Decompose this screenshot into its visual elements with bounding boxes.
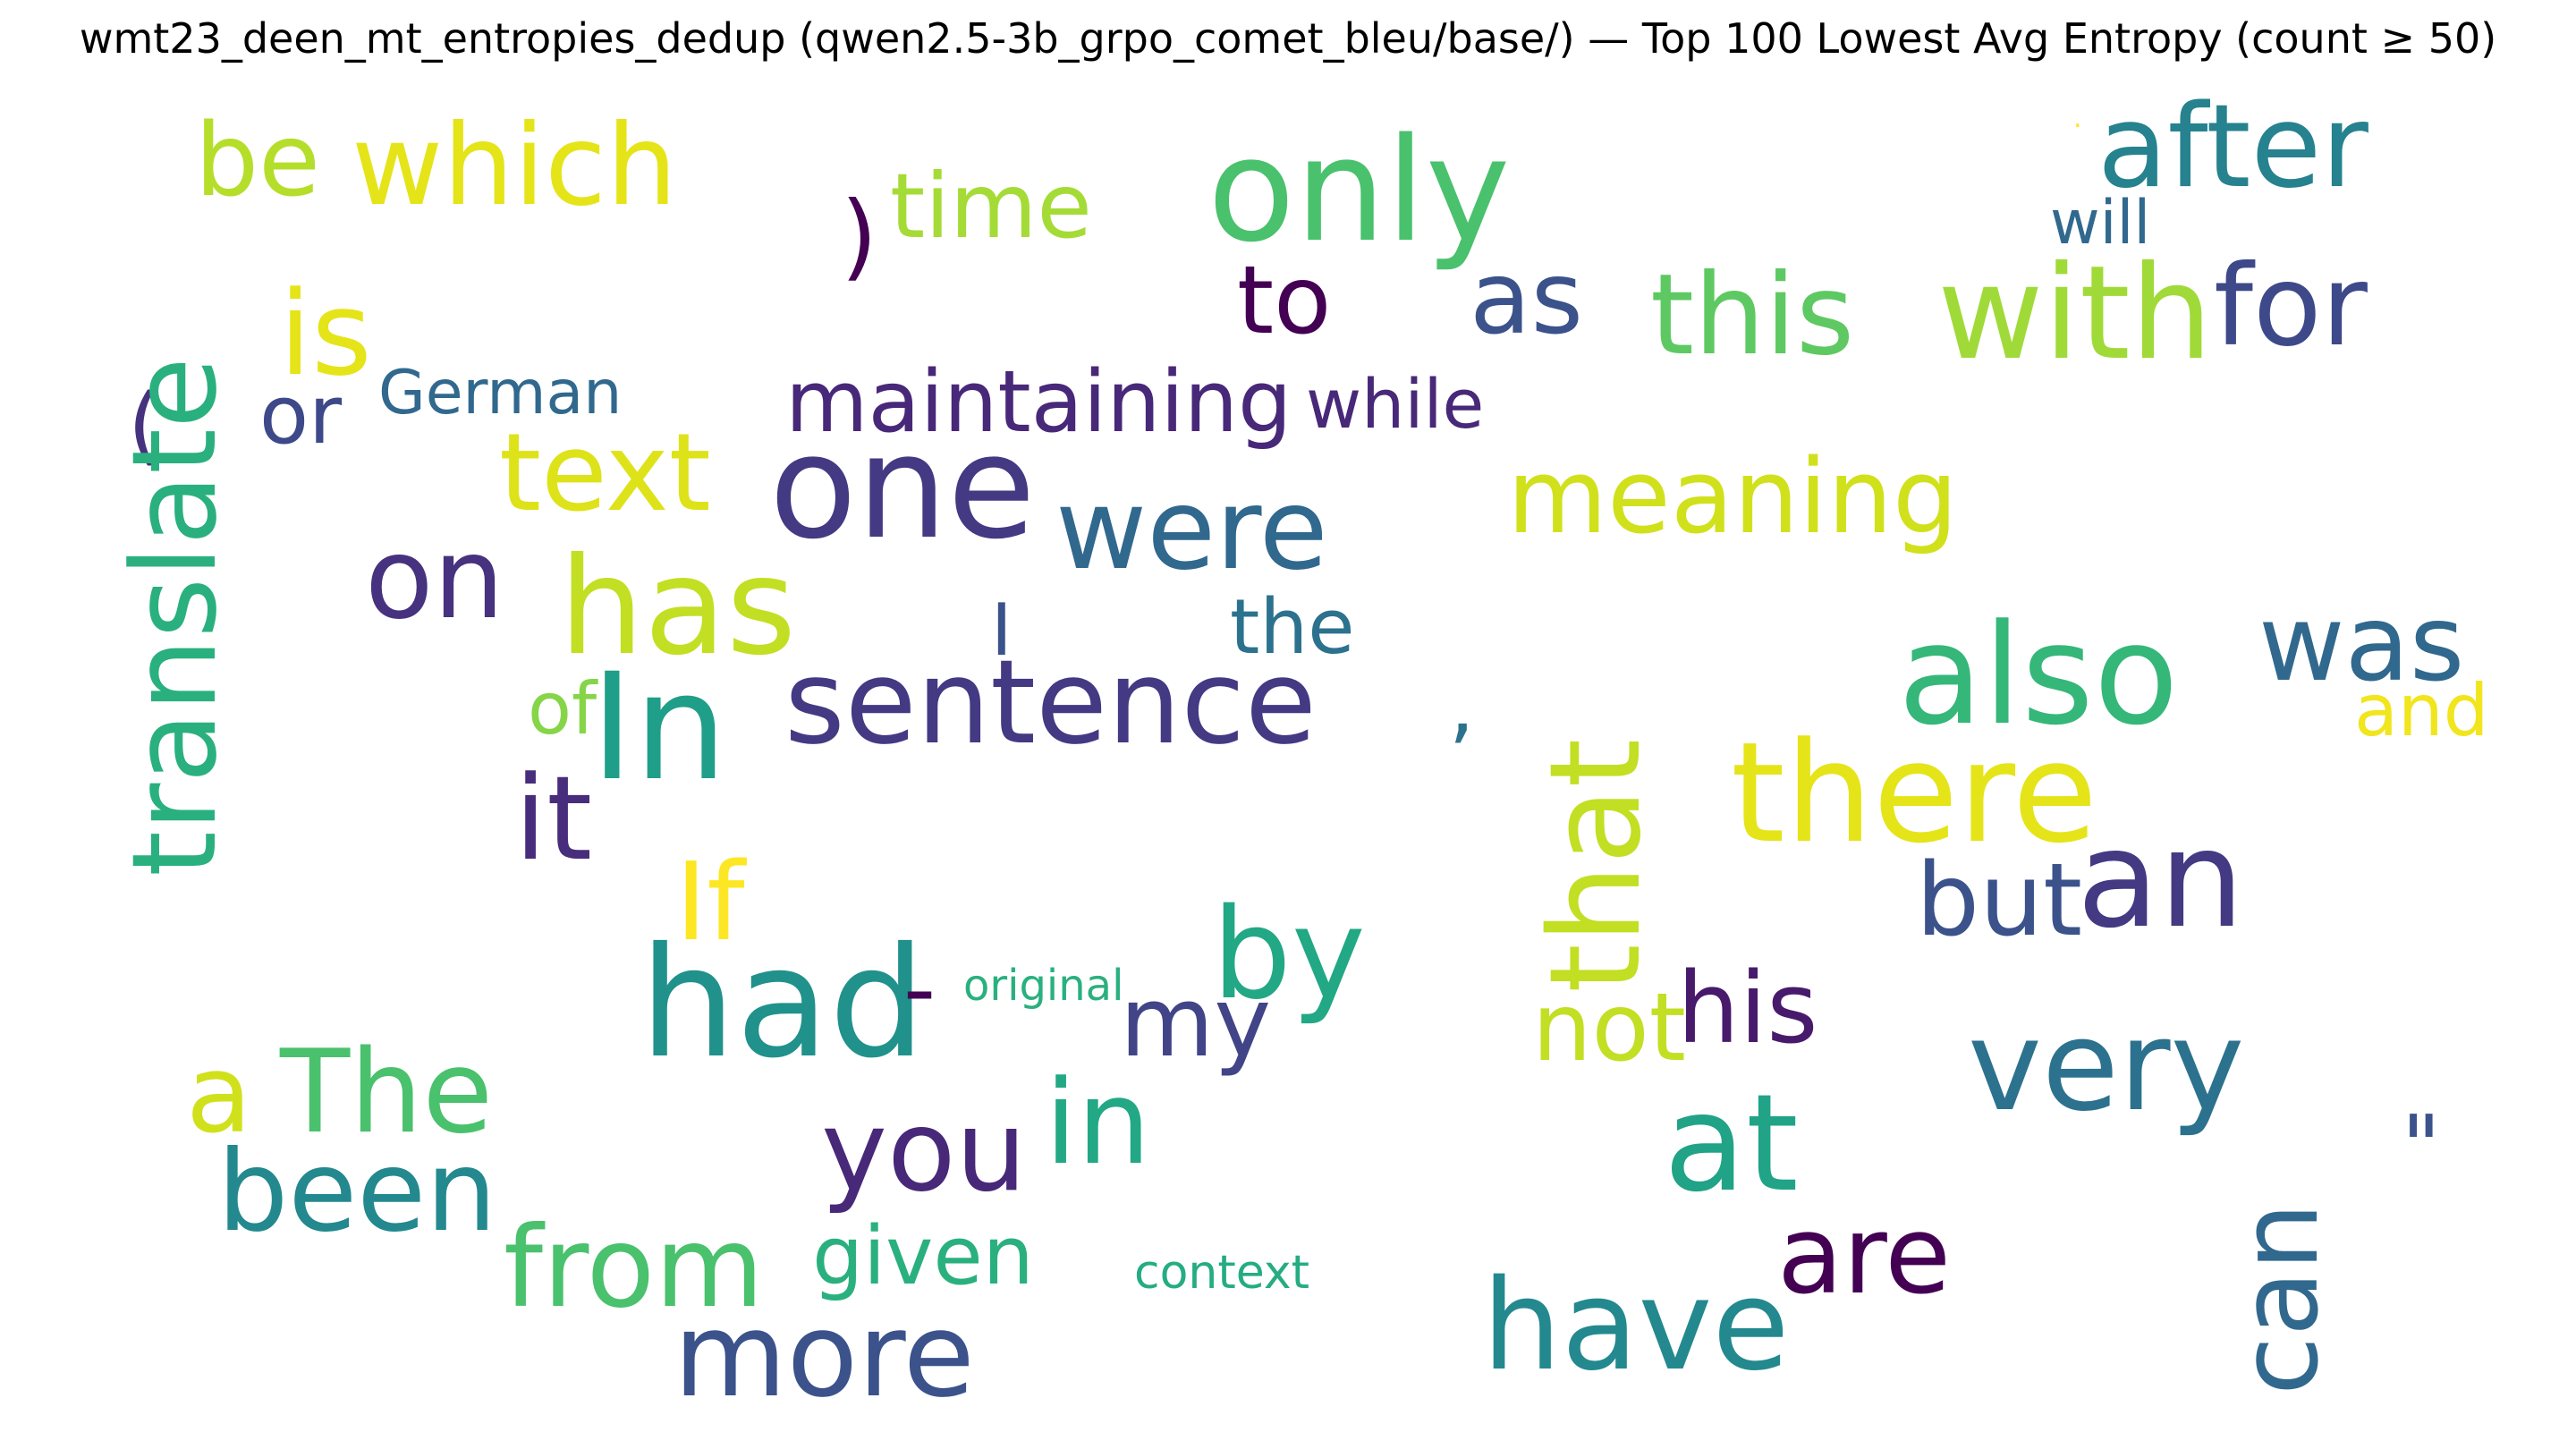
word-14: for — [2214, 242, 2368, 371]
word-27: the — [1230, 583, 1355, 672]
word-52: in — [1045, 1055, 1151, 1191]
word-2: which — [352, 101, 677, 231]
word-5: only — [1208, 106, 1510, 274]
word-8: will — [2050, 188, 2150, 258]
word-18: maintaining — [785, 353, 1292, 452]
word-7: after — [2097, 80, 2368, 214]
word-6: . — [2073, 103, 2082, 134]
word-17: German — [378, 358, 622, 428]
word-37: there — [1731, 712, 2097, 874]
word-55: " — [2402, 1098, 2441, 1197]
word-42: by — [1212, 882, 1366, 1028]
word-28: translate — [106, 357, 242, 877]
word-49: a — [186, 1033, 252, 1157]
word-56: been — [217, 1127, 496, 1257]
word-32: , — [1449, 659, 1475, 753]
word-4: time — [890, 154, 1092, 258]
word-29: of — [528, 667, 598, 750]
word-61: have — [1482, 1253, 1790, 1399]
word-62: can — [2218, 1202, 2343, 1395]
word-51: very — [1968, 994, 2244, 1140]
word-16: or — [259, 369, 342, 462]
word-41: an — [2077, 802, 2244, 958]
word-54: at — [1664, 1066, 1799, 1222]
word-1: be — [195, 103, 320, 219]
word-33: also — [1898, 594, 2179, 756]
word-39: If — [675, 841, 747, 965]
word-30: In — [590, 641, 727, 813]
word-31: sentence — [784, 634, 1317, 770]
word-3: ) — [841, 182, 877, 291]
chart-title: wmt23_deen_mt_entropies_dedup (qwen2.5-3… — [79, 14, 2497, 63]
word-22: were — [1055, 465, 1328, 595]
word-19: while — [1306, 364, 1484, 444]
word-57: from — [504, 1203, 764, 1333]
word-10: to — [1237, 246, 1331, 355]
word-48: his — [1677, 951, 1818, 1065]
word-11: as — [1470, 241, 1583, 357]
word-58: given — [812, 1209, 1034, 1303]
word-36: it — [514, 750, 592, 886]
word-40: but — [1916, 843, 2082, 959]
word-46: my — [1120, 967, 1271, 1079]
word-63: more — [674, 1287, 975, 1423]
word-34: was — [2258, 581, 2464, 705]
word-44: - — [903, 936, 936, 1041]
word-13: with — [1937, 238, 2213, 389]
word-43: had — [640, 915, 926, 1092]
word-25: has — [559, 530, 796, 685]
word-60: are — [1777, 1194, 1951, 1318]
word-20: text — [499, 411, 711, 536]
word-38: that — [1523, 739, 1669, 993]
word-59: context — [1134, 1246, 1309, 1300]
word-23: meaning — [1507, 437, 1958, 557]
word-50: The — [279, 1026, 493, 1159]
word-9: is — [279, 266, 372, 402]
word-47: not — [1532, 973, 1686, 1082]
word-26: I — [991, 589, 1013, 672]
word-15: ( — [128, 377, 161, 475]
word-12: this — [1650, 250, 1854, 380]
word-24: on — [365, 514, 504, 644]
word-35: and — [2354, 669, 2489, 752]
word-53: you — [821, 1087, 1027, 1216]
word-21: one — [769, 403, 1036, 571]
word-45: original — [963, 961, 1123, 1011]
